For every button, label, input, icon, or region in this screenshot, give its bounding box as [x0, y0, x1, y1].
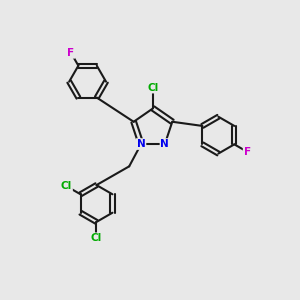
Text: N: N — [137, 139, 146, 149]
Text: F: F — [68, 48, 74, 58]
Text: N: N — [160, 139, 169, 149]
Text: F: F — [244, 147, 251, 157]
Text: Cl: Cl — [147, 82, 159, 93]
Text: Cl: Cl — [91, 233, 102, 243]
Text: Cl: Cl — [61, 181, 72, 191]
